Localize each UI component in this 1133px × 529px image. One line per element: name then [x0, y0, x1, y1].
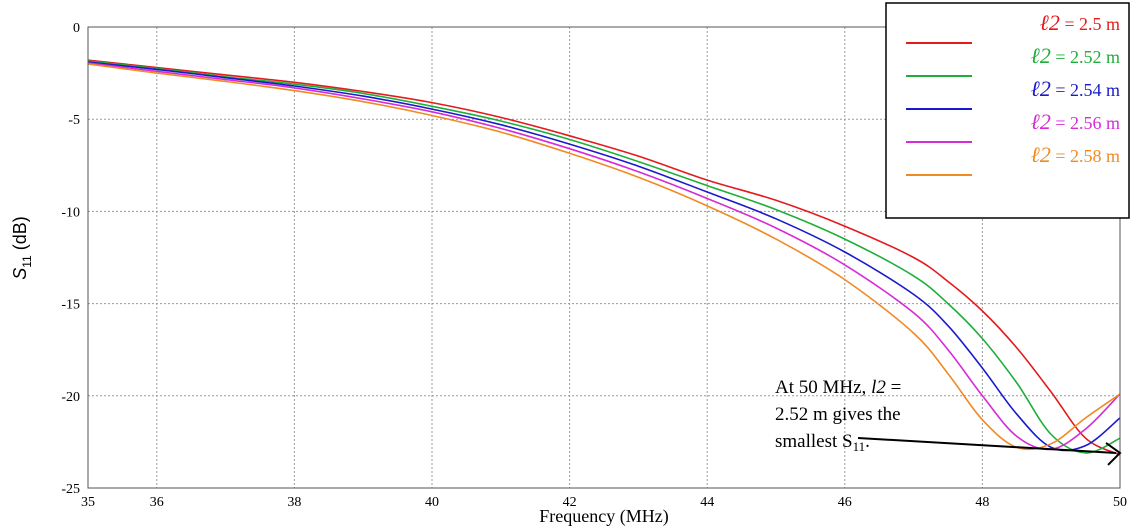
- y-tick-label: -5: [68, 113, 80, 128]
- x-tick-label: 44: [700, 495, 714, 510]
- y-axis-title: S11 (dB): [10, 216, 34, 280]
- y-tick-label: -20: [61, 390, 80, 405]
- legend-symbol: ℓ2: [1031, 76, 1051, 101]
- series-lines: [87, 59, 1121, 456]
- legend-label-4: ℓ2 = 2.56 m: [1031, 109, 1120, 134]
- legend-label-1: ℓ2 = 2.5 m: [1040, 10, 1120, 35]
- x-tick-label: 50: [1113, 495, 1127, 510]
- y-axis-title-unit: (dB): [10, 216, 30, 255]
- x-tick-labels: 35 36 38 40 42 44 46 48 50: [81, 495, 1127, 510]
- series-line-3: [87, 61, 1121, 452]
- series-line-5: [87, 63, 1121, 451]
- legend-symbol: ℓ2: [1031, 142, 1051, 167]
- legend-symbol: ℓ2: [1031, 109, 1051, 134]
- legend-symbol: ℓ2: [1040, 10, 1060, 35]
- x-axis-title: Frequency (MHz): [539, 506, 668, 527]
- legend-items: ℓ2 = 2.5 mℓ2 = 2.52 mℓ2 = 2.54 mℓ2 = 2.5…: [906, 10, 1120, 176]
- x-tick-label: 48: [975, 495, 989, 510]
- series-line-2: [87, 60, 1121, 454]
- y-tick-label: -15: [61, 298, 80, 313]
- y-tick-label: 0: [73, 21, 80, 36]
- x-tick-label: 38: [287, 495, 301, 510]
- series-line-1: [87, 59, 1121, 456]
- legend-value: = 2.5 m: [1060, 14, 1120, 34]
- plot-border: [87, 26, 1121, 489]
- legend-box: [885, 2, 1130, 219]
- y-tick-label: -10: [61, 205, 80, 220]
- annotation-arrow: [857, 437, 1117, 454]
- x-tick-label: 46: [838, 495, 852, 510]
- y-axis-title-main: S: [10, 268, 30, 280]
- x-tick-label: 35: [81, 495, 95, 510]
- legend: ℓ2 = 2.5 mℓ2 = 2.52 mℓ2 = 2.54 mℓ2 = 2.5…: [885, 2, 1130, 219]
- x-tick-label: 40: [425, 495, 439, 510]
- legend-label-3: ℓ2 = 2.54 m: [1031, 76, 1120, 101]
- annotation: At 50 MHz, l2 = 2.52 m gives the smalles…: [775, 377, 1122, 466]
- annotation-arrowhead: [1105, 442, 1122, 466]
- legend-symbol: ℓ2: [1031, 43, 1051, 68]
- x-tick-label: 42: [563, 495, 577, 510]
- annotation-line-1-b: =: [886, 377, 901, 398]
- legend-label-5: ℓ2 = 2.58 m: [1031, 142, 1120, 167]
- legend-value: = 2.54 m: [1051, 80, 1120, 100]
- legend-label-2: ℓ2 = 2.52 m: [1031, 43, 1120, 68]
- annotation-line-3-sub: 11: [853, 439, 866, 454]
- x-tick-label: 36: [150, 495, 164, 510]
- y-tick-labels: 0 -5 -10 -15 -20 -25: [61, 21, 80, 497]
- y-tick-label: -25: [61, 482, 80, 497]
- legend-value: = 2.56 m: [1051, 113, 1120, 133]
- series-line-4: [87, 62, 1121, 451]
- annotation-line-1: At 50 MHz, l2 =: [775, 377, 901, 398]
- annotation-line-1-a: At 50 MHz,: [775, 377, 871, 398]
- annotation-line-2: 2.52 m gives the: [775, 404, 901, 425]
- annotation-line-3: smallest S11.: [775, 431, 870, 454]
- legend-value: = 2.58 m: [1051, 146, 1120, 166]
- legend-value: = 2.52 m: [1051, 47, 1120, 67]
- annotation-line-1-var: l2: [871, 377, 886, 398]
- annotation-line-3-b: .: [865, 431, 870, 452]
- annotation-line-3-a: smallest S: [775, 431, 853, 452]
- y-axis-title-sub: 11: [20, 255, 34, 268]
